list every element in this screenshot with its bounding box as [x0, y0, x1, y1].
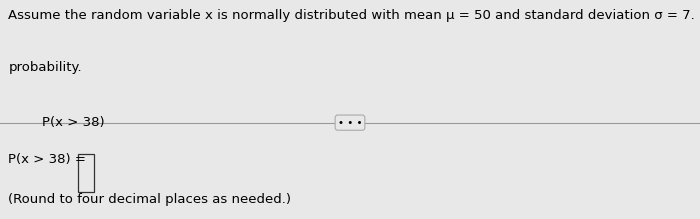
Text: Assume the random variable x is normally distributed with mean μ = 50 and standa: Assume the random variable x is normally…	[8, 9, 700, 22]
Text: P(x > 38) =: P(x > 38) =	[8, 153, 90, 166]
Text: P(x > 38): P(x > 38)	[42, 116, 104, 129]
Text: probability.: probability.	[8, 61, 82, 74]
Text: (Round to four decimal places as needed.): (Round to four decimal places as needed.…	[8, 193, 291, 206]
Text: • • •: • • •	[337, 118, 363, 128]
FancyBboxPatch shape	[78, 154, 94, 192]
